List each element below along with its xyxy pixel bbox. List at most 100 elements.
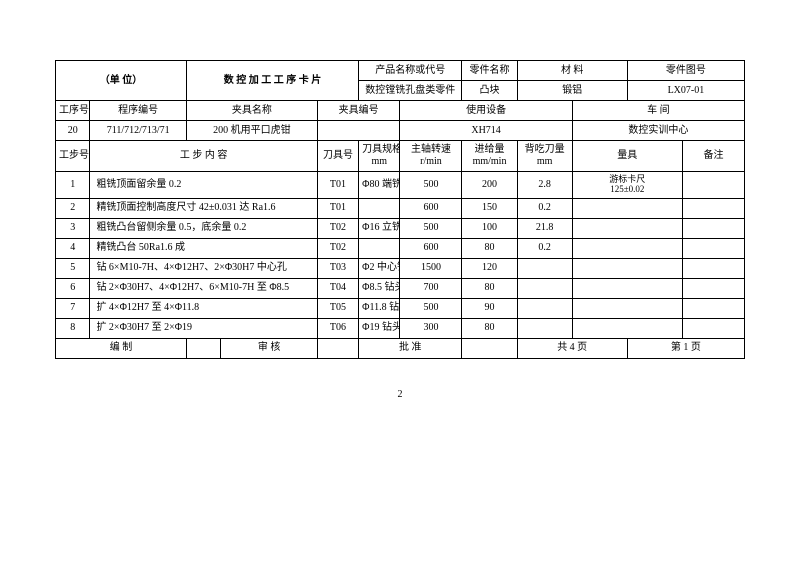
tool-spec [359, 198, 400, 218]
tool-spec: Φ8.5 钻头 [359, 278, 400, 298]
spindle-speed: 500 [400, 218, 462, 238]
page-no: 第 1 页 [627, 338, 744, 358]
gauge [572, 218, 682, 238]
feed-rate: 100 [462, 218, 517, 238]
step-no: 5 [56, 258, 90, 278]
spindle-speed: 600 [400, 238, 462, 258]
gauge [572, 298, 682, 318]
step-no-label: 工步号 [56, 141, 90, 172]
material-label: 材 料 [517, 61, 627, 81]
tool-no: T02 [317, 238, 358, 258]
prog-no-label: 程序编号 [90, 101, 186, 121]
approve-label: 批 准 [359, 338, 462, 358]
fixture-no-value [317, 121, 400, 141]
part-name-label: 零件名称 [462, 61, 517, 81]
cut-depth: 0.2 [517, 198, 572, 218]
prod-name-label: 产品名称或代号 [359, 61, 462, 81]
feed-rate: 80 [462, 318, 517, 338]
gauge [572, 318, 682, 338]
workshop-value: 数控实训中心 [572, 121, 744, 141]
feed-rate: 120 [462, 258, 517, 278]
compile-label: 编 制 [56, 338, 187, 358]
step-content-label: 工 步 内 容 [90, 141, 317, 172]
feed-rate: 200 [462, 172, 517, 199]
remark [682, 258, 744, 278]
tool-no: T06 [317, 318, 358, 338]
step-content: 粗铣凸台留侧余量 0.5，底余量 0.2 [90, 218, 317, 238]
tool-spec: Φ2 中心钻 [359, 258, 400, 278]
part-name-value: 凸块 [462, 81, 517, 101]
spindle-speed: 700 [400, 278, 462, 298]
step-content: 粗铣顶面留余量 0.2 [90, 172, 317, 199]
page-number: 2 [0, 389, 800, 400]
step-no: 2 [56, 198, 90, 218]
spindle-speed: 500 [400, 298, 462, 318]
remark-label: 备注 [682, 141, 744, 172]
tool-spec: Φ11.8 钻头 [359, 298, 400, 318]
feed-rate: 150 [462, 198, 517, 218]
material-value: 锻铝 [517, 81, 627, 101]
tool-no-label: 刀具号 [317, 141, 358, 172]
step-no: 1 [56, 172, 90, 199]
gauge-label: 量具 [572, 141, 682, 172]
tool-spec-label: 刀具规格mm [359, 141, 400, 172]
step-no: 4 [56, 238, 90, 258]
spindle-label: 主轴转速r/min [400, 141, 462, 172]
proc-no-value: 20 [56, 121, 90, 141]
step-no: 8 [56, 318, 90, 338]
proc-no-label: 工序号 [56, 101, 90, 121]
cut-depth: 2.8 [517, 172, 572, 199]
fixture-no-label: 夹具编号 [317, 101, 400, 121]
step-no: 6 [56, 278, 90, 298]
step-content: 精铣顶面控制高度尺寸 42±0.031 达 Ra1.6 [90, 198, 317, 218]
cut-depth [517, 318, 572, 338]
step-content: 精铣凸台 50Ra1.6 成 [90, 238, 317, 258]
tool-no: T02 [317, 218, 358, 238]
drawing-no-value: LX07-01 [627, 81, 744, 101]
equip-label: 使用设备 [400, 101, 572, 121]
table-row: 8扩 2×Φ30H7 至 2×Φ19T06Φ19 钻头30080 [56, 318, 745, 338]
step-no: 3 [56, 218, 90, 238]
tool-no: T04 [317, 278, 358, 298]
spindle-speed: 500 [400, 172, 462, 199]
tool-no: T01 [317, 198, 358, 218]
gauge [572, 258, 682, 278]
compile-value [186, 338, 220, 358]
audit-value [317, 338, 358, 358]
table-row: 6钻 2×Φ30H7、4×Φ12H7、6×M10-7H 至 Φ8.5T04Φ8.… [56, 278, 745, 298]
fixture-name-label: 夹具名称 [186, 101, 317, 121]
remark [682, 198, 744, 218]
tool-no: T01 [317, 172, 358, 199]
table-row: 4精铣凸台 50Ra1.6 成T02 600800.2 [56, 238, 745, 258]
step-no: 7 [56, 298, 90, 318]
table-row: 2精铣顶面控制高度尺寸 42±0.031 达 Ra1.6T01 6001500.2 [56, 198, 745, 218]
remark [682, 172, 744, 199]
tool-spec: Φ80 端铣刀 [359, 172, 400, 199]
spindle-speed: 300 [400, 318, 462, 338]
tool-spec: Φ16 立铣刀 [359, 218, 400, 238]
cut-depth: 21.8 [517, 218, 572, 238]
tool-no: T05 [317, 298, 358, 318]
depth-label: 背吃刀量mm [517, 141, 572, 172]
remark [682, 238, 744, 258]
cut-depth: 0.2 [517, 238, 572, 258]
spindle-speed: 1500 [400, 258, 462, 278]
approve-value [462, 338, 517, 358]
remark [682, 298, 744, 318]
audit-label: 审 核 [221, 338, 317, 358]
feed-label: 进给量mm/min [462, 141, 517, 172]
feed-rate: 80 [462, 238, 517, 258]
remark [682, 278, 744, 298]
gauge [572, 278, 682, 298]
total-pages: 共 4 页 [517, 338, 627, 358]
remark [682, 218, 744, 238]
tool-no: T03 [317, 258, 358, 278]
spindle-speed: 600 [400, 198, 462, 218]
drawing-no-label: 零件图号 [627, 61, 744, 81]
tool-spec: Φ19 钻头 [359, 318, 400, 338]
fixture-name-value: 200 机用平口虎钳 [186, 121, 317, 141]
main-table: （单 位） 数 控 加 工 工 序 卡 片 产品名称或代号 零件名称 材 料 零… [55, 60, 745, 359]
card-title: 数 控 加 工 工 序 卡 片 [186, 61, 358, 101]
feed-rate: 80 [462, 278, 517, 298]
gauge [572, 238, 682, 258]
